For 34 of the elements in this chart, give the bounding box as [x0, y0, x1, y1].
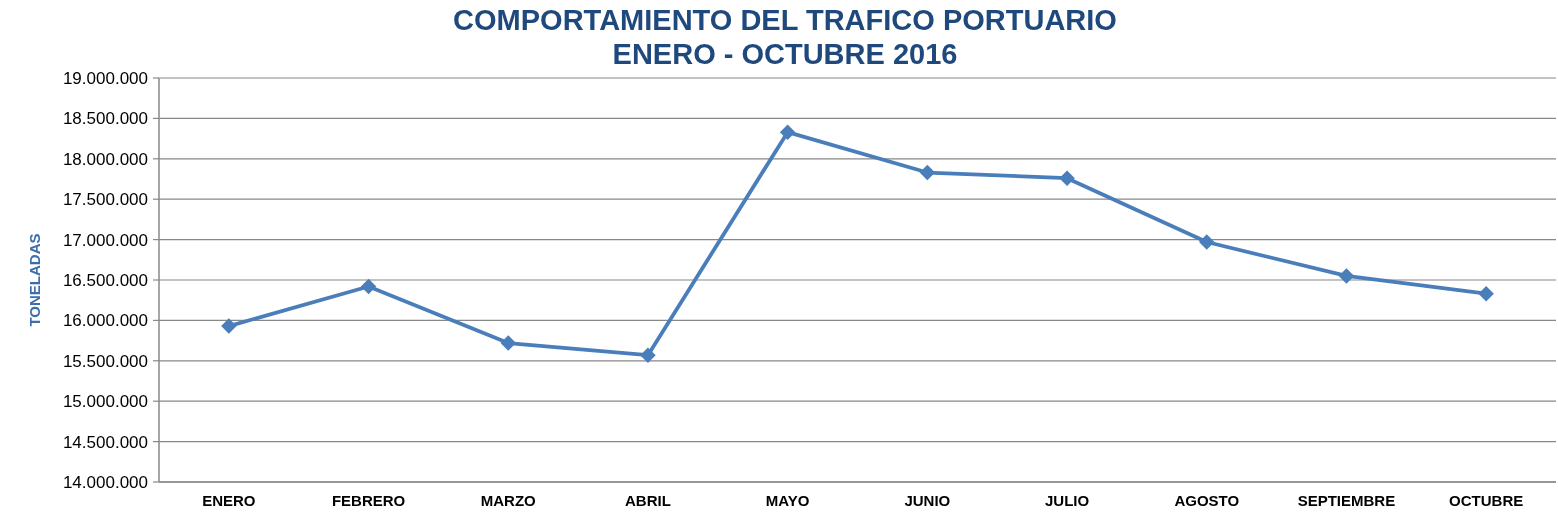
x-tick-label: SEPTIEMBRE: [1297, 492, 1396, 509]
point: [500, 335, 516, 351]
y-tick-label: 18.500.000: [62, 109, 148, 129]
y-tick-label: 15.000.000: [62, 392, 148, 412]
x-tick-label: AGOSTO: [1174, 492, 1240, 509]
x-tick-label: JUNIO: [904, 492, 951, 509]
x-tick-label: OCTUBRE: [1449, 492, 1524, 509]
x-tick-label: MARZO: [480, 492, 537, 509]
point: [221, 318, 237, 334]
point: [779, 124, 796, 140]
y-tick-label: 16.000.000: [62, 311, 148, 331]
y-tick-label: 14.500.000: [62, 432, 148, 452]
x-tick-label: MAYO: [765, 492, 810, 509]
x-tick-label: JULIO: [1044, 492, 1090, 509]
point: [1338, 268, 1355, 284]
point: [919, 164, 936, 181]
y-tick-label: 17.500.000: [62, 190, 148, 210]
chart-title: COMPORTAMIENTO DEL TRAFICO PORTUARIO: [453, 4, 1117, 36]
y-tick-label: 14.000.000: [62, 472, 148, 492]
y-tick-label: 17.000.000: [62, 230, 148, 250]
y-tick-label: 15.500.000: [62, 351, 148, 371]
point: [1059, 170, 1075, 186]
y-axis-title: TONELADAS: [26, 233, 43, 327]
y-tick-label: 16.500.000: [62, 270, 148, 290]
x-tick-label: ENERO: [202, 492, 256, 509]
point: [640, 347, 656, 363]
y-tick-label: 18.000.000: [62, 149, 148, 169]
chart-subtitle: ENERO - OCTUBRE 2016: [612, 38, 958, 70]
x-tick-label: FEBRERO: [331, 492, 406, 509]
y-tick-label: 19.000.000: [62, 68, 148, 88]
point: [360, 278, 377, 295]
point: [1478, 285, 1494, 302]
point: [1199, 234, 1215, 250]
x-tick-label: ABRIL: [625, 492, 671, 509]
